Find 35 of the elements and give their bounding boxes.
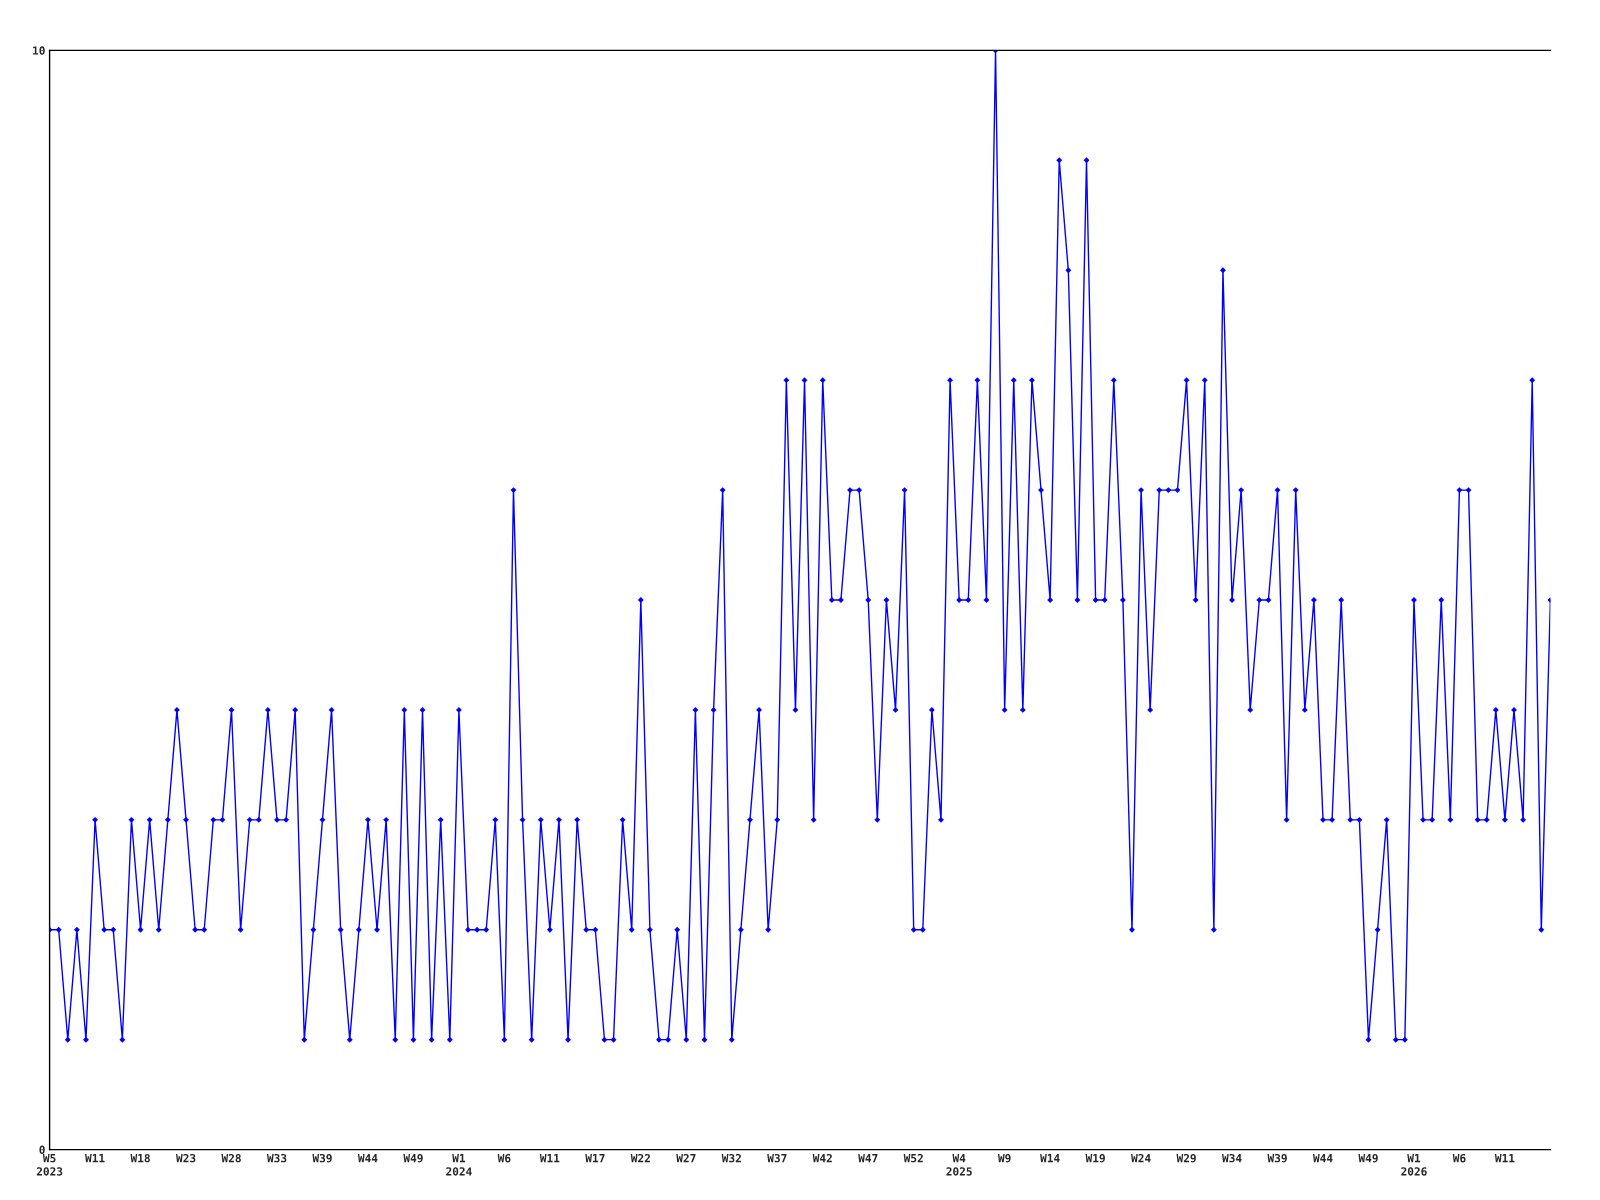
y-tick-label: 10 [33, 46, 45, 55]
x-tick-label: W52 [903, 1153, 923, 1163]
x-tick-label: W11 [539, 1154, 560, 1163]
x-tick-label: W33 [266, 1153, 287, 1163]
x-tick-label: W44 [357, 1154, 378, 1163]
x-tick-label: W44 [1312, 1154, 1333, 1163]
x-tick-label: W47 [858, 1154, 878, 1163]
x-tick-label: W29 [1176, 1153, 1196, 1163]
x-tick-label: W32 [721, 1153, 741, 1163]
x-tick-label: W18 [130, 1153, 150, 1163]
x-tick-label: W6 [1452, 1153, 1466, 1163]
x-tick-label: W49 [403, 1154, 423, 1163]
x-tick-label: W4 2025 [946, 1154, 972, 1176]
x-tick-label: W23 [176, 1153, 196, 1163]
x-tick-label: W17 [585, 1154, 605, 1163]
x-tick-label: W6 [497, 1153, 511, 1163]
x-tick-label: W39 [1267, 1153, 1287, 1163]
x-tick-label: W39 [312, 1153, 332, 1163]
x-tick-label: W5 2023 [36, 1154, 63, 1176]
x-tick-label: W14 [1040, 1154, 1060, 1163]
x-tick-label: W9 [997, 1154, 1011, 1163]
x-tick-label: W1 2024 [446, 1154, 472, 1176]
x-tick-label: W28 [221, 1153, 241, 1163]
x-tick-label: W37 [767, 1153, 787, 1163]
x-tick-label: W11 [85, 1154, 105, 1163]
x-tick-label: W19 [1085, 1154, 1105, 1163]
x-tick-label: W1 2026 [1401, 1154, 1427, 1176]
y-tick-label: 0 [39, 1145, 45, 1154]
x-tick-label: W11 [1494, 1154, 1515, 1163]
x-tick-label: W42 [812, 1153, 832, 1163]
x-tick-label: W49 [1358, 1154, 1378, 1163]
x-tick-label: W34 [1222, 1153, 1242, 1163]
x-tick-label: W27 [676, 1153, 696, 1163]
x-tick-label: W24 [1131, 1153, 1151, 1163]
x-tick-label: W22 [630, 1153, 650, 1163]
